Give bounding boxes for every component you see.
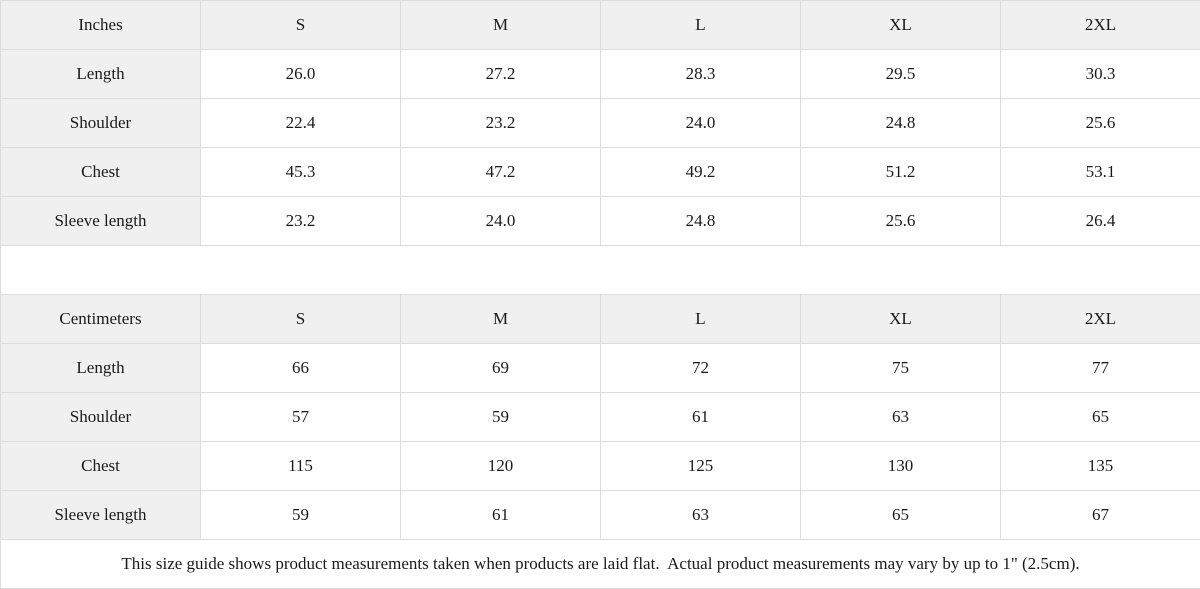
table-row: Shoulder 22.4 23.2 24.0 24.8 25.6: [1, 99, 1200, 148]
measurement-cell: 30.3: [1001, 50, 1200, 99]
table-header-row: Inches S M L XL 2XL: [1, 1, 1200, 50]
measurement-cell: 75: [801, 344, 1001, 393]
measurement-cell: 25.6: [1001, 99, 1200, 148]
measurement-cell: 49.2: [601, 148, 801, 197]
measurement-cell: 22.4: [201, 99, 401, 148]
size-header: S: [201, 295, 401, 344]
row-label: Chest: [1, 442, 201, 491]
measurement-cell: 120: [401, 442, 601, 491]
row-label: Sleeve length: [1, 491, 201, 540]
measurement-cell: 47.2: [401, 148, 601, 197]
measurement-cell: 24.0: [401, 197, 601, 246]
table-row: Chest 45.3 47.2 49.2 51.2 53.1: [1, 148, 1200, 197]
measurement-cell: 69: [401, 344, 601, 393]
measurement-cell: 25.6: [801, 197, 1001, 246]
row-label: Chest: [1, 148, 201, 197]
measurement-cell: 130: [801, 442, 1001, 491]
table-spacer-cell: [1, 246, 1200, 295]
measurement-cell: 28.3: [601, 50, 801, 99]
measurement-cell: 24.0: [601, 99, 801, 148]
table-header-row: Centimeters S M L XL 2XL: [1, 295, 1200, 344]
measurement-cell: 26.0: [201, 50, 401, 99]
row-label: Shoulder: [1, 393, 201, 442]
table-spacer: [1, 246, 1200, 295]
row-label: Sleeve length: [1, 197, 201, 246]
measurement-cell: 135: [1001, 442, 1200, 491]
table-row: Chest 115 120 125 130 135: [1, 442, 1200, 491]
size-header: L: [601, 1, 801, 50]
size-header: 2XL: [1001, 1, 1200, 50]
table-row: Length 26.0 27.2 28.3 29.5 30.3: [1, 50, 1200, 99]
measurement-cell: 63: [601, 491, 801, 540]
measurement-cell: 77: [1001, 344, 1200, 393]
measurement-cell: 45.3: [201, 148, 401, 197]
size-header: S: [201, 1, 401, 50]
measurement-cell: 63: [801, 393, 1001, 442]
measurement-cell: 115: [201, 442, 401, 491]
measurement-cell: 27.2: [401, 50, 601, 99]
size-header: XL: [801, 295, 1001, 344]
measurement-cell: 29.5: [801, 50, 1001, 99]
size-guide-note: This size guide shows product measuremen…: [1, 540, 1200, 589]
measurement-cell: 61: [401, 491, 601, 540]
measurement-cell: 26.4: [1001, 197, 1200, 246]
row-label: Length: [1, 50, 201, 99]
measurement-cell: 65: [801, 491, 1001, 540]
measurement-cell: 59: [401, 393, 601, 442]
unit-header-centimeters: Centimeters: [1, 295, 201, 344]
measurement-cell: 59: [201, 491, 401, 540]
size-header: 2XL: [1001, 295, 1200, 344]
measurement-cell: 65: [1001, 393, 1200, 442]
table-row: Shoulder 57 59 61 63 65: [1, 393, 1200, 442]
measurement-cell: 24.8: [801, 99, 1001, 148]
table-row: Length 66 69 72 75 77: [1, 344, 1200, 393]
table-footer-row: This size guide shows product measuremen…: [1, 540, 1200, 589]
row-label: Length: [1, 344, 201, 393]
table-row: Sleeve length 23.2 24.0 24.8 25.6 26.4: [1, 197, 1200, 246]
size-header: M: [401, 295, 601, 344]
table-row: Sleeve length 59 61 63 65 67: [1, 491, 1200, 540]
size-header: M: [401, 1, 601, 50]
measurement-cell: 66: [201, 344, 401, 393]
measurement-cell: 72: [601, 344, 801, 393]
measurement-cell: 23.2: [201, 197, 401, 246]
measurement-cell: 61: [601, 393, 801, 442]
measurement-cell: 23.2: [401, 99, 601, 148]
measurement-cell: 67: [1001, 491, 1200, 540]
measurement-cell: 125: [601, 442, 801, 491]
row-label: Shoulder: [1, 99, 201, 148]
measurement-cell: 53.1: [1001, 148, 1200, 197]
measurement-cell: 24.8: [601, 197, 801, 246]
measurement-cell: 57: [201, 393, 401, 442]
measurement-cell: 51.2: [801, 148, 1001, 197]
size-header: L: [601, 295, 801, 344]
size-header: XL: [801, 1, 1001, 50]
unit-header-inches: Inches: [1, 1, 201, 50]
